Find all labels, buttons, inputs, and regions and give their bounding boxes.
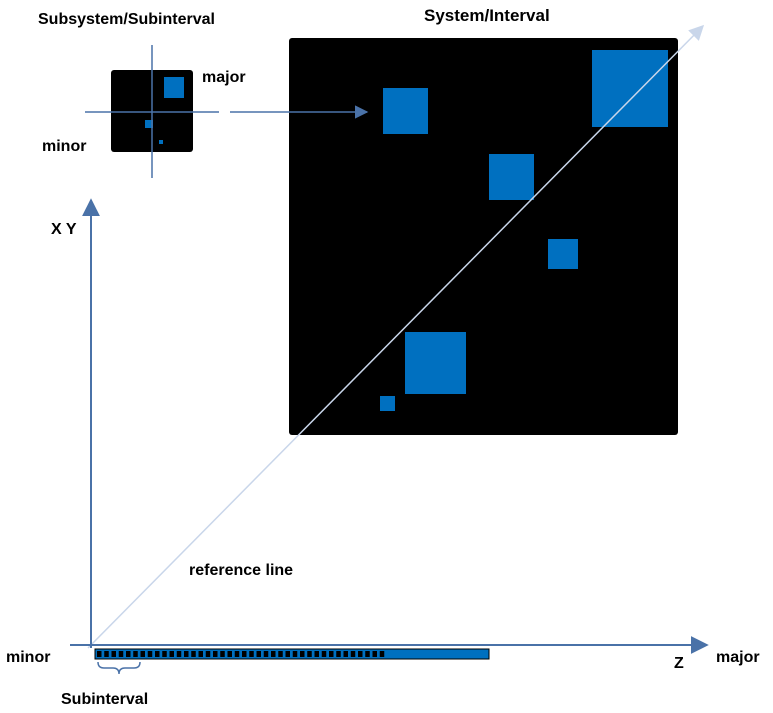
subinterval-segment [321,651,327,657]
subinterval-segment [162,651,167,657]
subinterval-segment [278,651,283,657]
subinterval-segment [256,651,261,657]
subinterval-segment [213,651,218,657]
subinterval-segment [155,651,160,657]
subsystem-minor-label: minor [42,138,86,155]
subsystem-title: Subsystem/Subinterval [38,11,215,28]
subinterval-segment [126,651,131,657]
subinterval-segment [97,651,102,657]
subinterval-segment [249,651,254,657]
subinterval-segment [358,651,363,657]
reference-line [87,24,705,649]
subinterval-segment [227,651,232,657]
subinterval-segment [147,651,153,657]
subinterval-label: Subinterval [61,691,148,708]
subinterval-segment [329,651,334,657]
z-axis-label: Z [674,655,684,672]
subinterval-segment [191,651,196,657]
subinterval-segment [285,651,290,657]
subinterval-brace [97,661,141,675]
system-block-5 [405,332,466,394]
subinterval-segment [184,651,189,657]
subsystem-block-3 [159,140,163,144]
subinterval-segment [307,651,312,657]
system-block-2 [383,88,428,134]
system-panel [289,38,678,435]
reference-line-label: reference line [189,562,293,579]
subinterval-segment [176,651,182,657]
system-block-1 [592,50,668,127]
subinterval-segment [242,651,247,657]
subinterval-segment [292,651,298,657]
subinterval-segment [271,651,276,657]
subinterval-segment [365,651,370,657]
subinterval-segment [140,651,145,657]
subinterval-segment [118,651,124,657]
subinterval-segment [372,651,377,657]
subsystem-major-label: major [202,69,246,86]
system-block-3 [489,154,534,200]
subinterval-segment [198,651,203,657]
subinterval-segment [234,651,240,657]
axis-major-label: major [716,649,760,666]
subsystem-block-1 [164,77,184,98]
subinterval-segment [263,651,269,657]
subinterval-segment [300,651,305,657]
subinterval-segment [350,651,356,657]
subinterval-segment [169,651,174,657]
subinterval-segment [220,651,225,657]
subinterval-segment [104,651,109,657]
interval-bar-subdivisions [97,651,385,657]
subinterval-segment [133,651,138,657]
subinterval-segment [343,651,348,657]
axis-minor-label: minor [6,649,50,666]
system-block-6 [380,396,395,411]
subinterval-segment [111,651,116,657]
system-title: System/Interval [424,6,550,25]
subinterval-segment [205,651,211,657]
subsystem-block-2 [145,120,153,128]
interval-bar [94,648,490,660]
system-block-4 [548,239,578,269]
subinterval-segment [314,651,319,657]
subinterval-segment [336,651,341,657]
xy-axis-label: X Y [51,221,77,238]
subinterval-segment [379,651,385,657]
